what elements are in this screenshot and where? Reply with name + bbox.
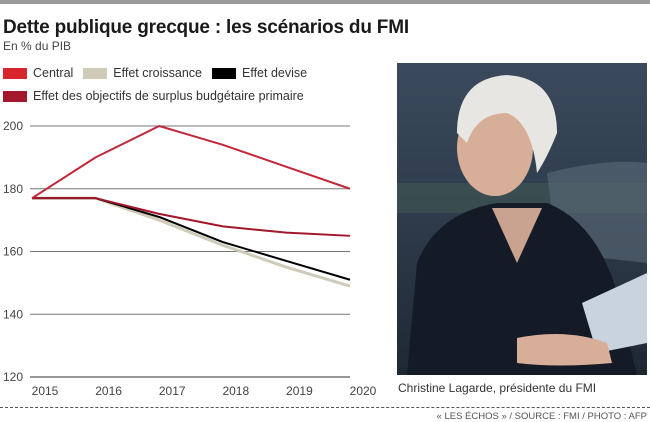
svg-text:2019: 2019 xyxy=(286,384,313,398)
portrait-photo xyxy=(397,63,647,375)
footer-divider xyxy=(0,407,650,408)
legend-label: Effet croissance xyxy=(113,66,202,80)
legend-swatch xyxy=(212,67,236,79)
svg-text:2020: 2020 xyxy=(350,384,377,398)
svg-text:2015: 2015 xyxy=(32,384,59,398)
legend-label: Effet des objectifs de surplus budgétair… xyxy=(33,89,304,103)
legend-item-surplus: Effet des objectifs de surplus budgétair… xyxy=(3,89,304,103)
chart-subtitle: En % du PIB xyxy=(3,39,72,53)
series-lines xyxy=(31,125,351,288)
legend-item-devise: Effet devise xyxy=(212,66,307,80)
legend-label: Central xyxy=(33,66,74,80)
legend: Central Effet croissance Effet devise Ef… xyxy=(3,63,317,109)
legend-swatch xyxy=(83,67,108,79)
svg-text:140: 140 xyxy=(3,307,23,321)
legend-item-central: Central xyxy=(3,66,73,80)
legend-item-croissance: Effet croissance xyxy=(83,66,202,80)
svg-text:200: 200 xyxy=(3,119,23,133)
svg-text:160: 160 xyxy=(3,245,23,259)
svg-text:2017: 2017 xyxy=(159,384,186,398)
legend-swatch xyxy=(3,90,27,102)
legend-swatch xyxy=(3,67,27,79)
legend-label: Effet devise xyxy=(242,66,308,80)
line-chart: 120 140 160 180 200 2015 2016 2017 2018 2019 2020 xyxy=(3,119,377,398)
top-border xyxy=(0,0,650,4)
chart-title: Dette publique grecque : les scénarios d… xyxy=(3,17,409,38)
source-credit: « LES ÉCHOS » / SOURCE : FMI / PHOTO : A… xyxy=(436,411,647,422)
photo-caption: Christine Lagarde, présidente du FMI xyxy=(398,381,597,395)
svg-text:2018: 2018 xyxy=(222,384,249,398)
svg-text:120: 120 xyxy=(3,370,23,384)
gridlines xyxy=(30,125,350,378)
x-axis-labels: 2015 2016 2017 2018 2019 2020 xyxy=(32,384,377,398)
svg-text:180: 180 xyxy=(3,182,23,196)
y-axis-labels: 120 140 160 180 200 xyxy=(3,119,23,384)
svg-text:2016: 2016 xyxy=(95,384,122,398)
